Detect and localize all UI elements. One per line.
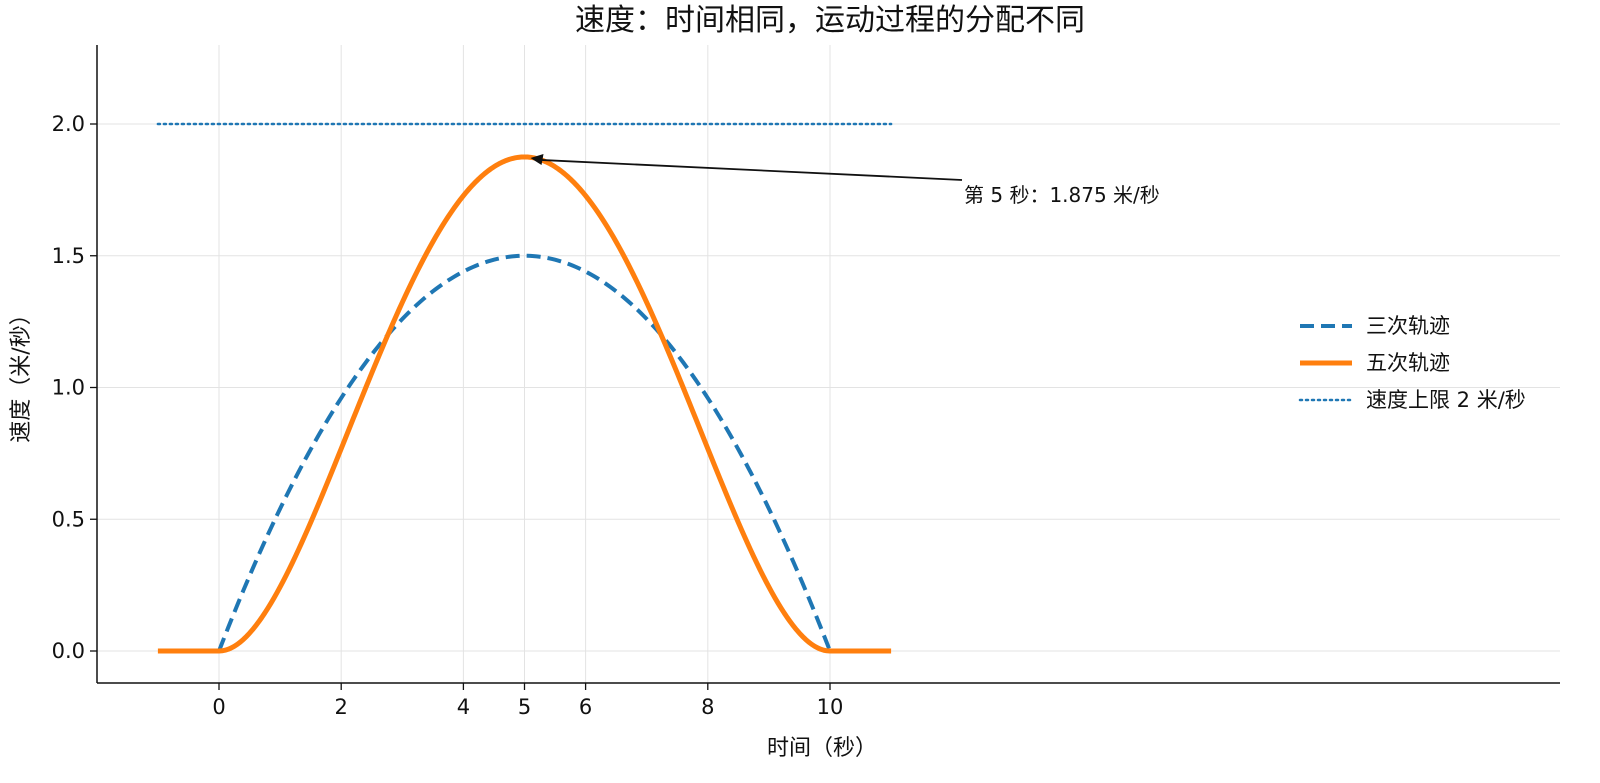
x-tick-label: 6 [579,695,592,719]
legend-label-2: 速度上限 2 米/秒 [1366,388,1526,412]
y-tick-label: 1.0 [52,376,85,400]
series-line-1 [157,154,892,654]
annotation-arrowhead [530,153,544,165]
legend-label-1: 五次轨迹 [1366,351,1450,375]
chart-title: 速度：时间相同，运动过程的分配不同 [575,3,1085,38]
y-tick-label: 1.5 [52,244,85,268]
x-tick-label: 0 [212,695,225,719]
x-tick-label: 5 [518,695,531,719]
annotation: 第 5 秒：1.875 米/秒 [530,153,1160,207]
y-tick-label: 0.0 [52,639,85,663]
x-tick-label: 10 [817,695,844,719]
y-tick-label: 0.5 [52,507,85,531]
x-tick-label: 2 [335,695,348,719]
series-layer [156,122,893,654]
series-line-0 [217,253,832,652]
legend-label-0: 三次轨迹 [1366,314,1450,338]
y-tick-label: 2.0 [52,112,85,136]
ticks: 0 2 4 5 6 8 10 0.0 0.5 1.0 1.5 2.0 [52,112,844,719]
x-tick-label: 8 [701,695,714,719]
annotation-arrow [540,159,963,181]
annotation-label: 第 5 秒：1.875 米/秒 [964,183,1160,207]
x-axis-label: 时间（秒） [767,736,877,761]
x-tick-label: 4 [457,695,470,719]
y-axis-label: 速度（米/秒） [9,303,34,442]
